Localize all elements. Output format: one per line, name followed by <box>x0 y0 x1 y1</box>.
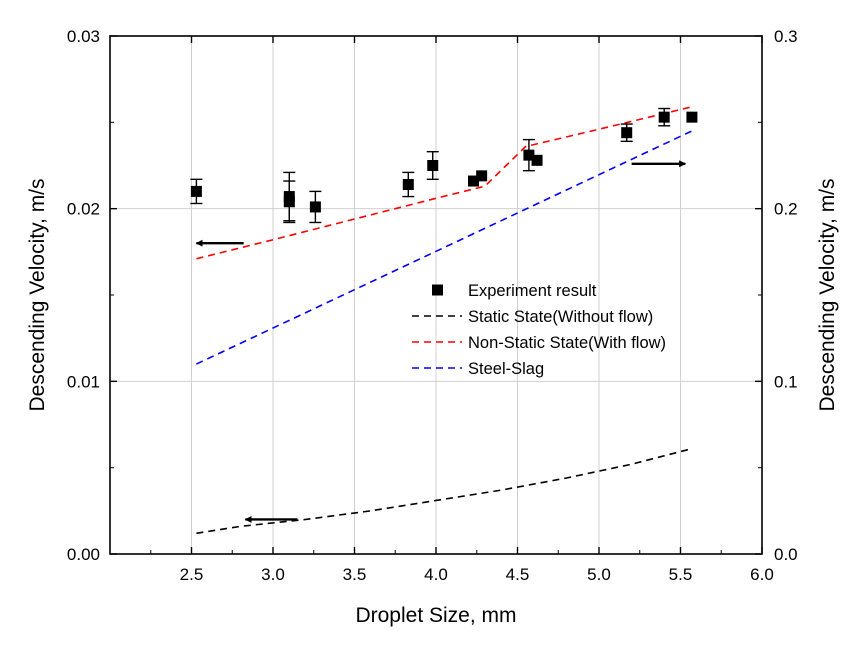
y-left-tick-label: 0.01 <box>67 372 100 391</box>
legend-label: Experiment result <box>468 282 597 300</box>
y-right-tick-label: 0.0 <box>774 545 798 564</box>
x-tick-label: 5.0 <box>587 565 611 584</box>
annotation-layer <box>195 160 687 523</box>
data-point <box>476 170 488 182</box>
legend-label: Static State(Without flow) <box>468 308 653 326</box>
x-axis-title: Droplet Size, mm <box>355 604 516 627</box>
series-layer <box>196 106 693 535</box>
data-point <box>621 127 633 139</box>
legend-label: Steel-Slag <box>468 360 544 378</box>
x-tick-label: 6.0 <box>750 565 774 584</box>
legend-item: Steel-Slag <box>412 360 544 378</box>
y-left-tick-label: 0.00 <box>67 545 100 564</box>
x-tick-label: 4.0 <box>424 565 448 584</box>
data-point <box>402 178 414 190</box>
legend: Experiment result Static State(Without fl… <box>412 282 666 378</box>
ticks-layer: 2.5 3.0 3.5 4.0 4.5 5.0 5.5 6.0 0.00 0.01 0.02 0.03… <box>67 27 798 584</box>
y-axis-right-title: Descending Velocity, m/s <box>816 178 839 411</box>
x-tick-label: 4.5 <box>506 565 530 584</box>
y-right-tick-label: 0.1 <box>774 372 798 391</box>
legend-item: Experiment result <box>432 282 597 300</box>
legend-item: Static State(Without flow) <box>412 308 653 326</box>
series-line-static-state-without-flow <box>196 447 693 535</box>
y-right-tick-label: 0.3 <box>774 27 798 46</box>
data-point <box>467 175 479 187</box>
x-tick-label: 3.5 <box>343 565 367 584</box>
legend-item: Non-Static State(With flow) <box>412 334 666 352</box>
data-point <box>427 160 439 171</box>
y-axis-left-title: Descending Velocity, m/s <box>26 178 49 411</box>
y-right-tick-label: 0.2 <box>774 200 798 219</box>
legend-marker-square <box>432 284 443 296</box>
data-point <box>523 149 535 161</box>
y-left-tick-label: 0.03 <box>67 27 100 46</box>
x-tick-label: 3.0 <box>261 565 285 584</box>
data-point <box>309 201 321 213</box>
data-point <box>283 196 295 208</box>
series-line-steel-slag <box>196 130 693 365</box>
x-tick-label: 2.5 <box>180 565 204 584</box>
grid <box>110 36 762 554</box>
y-left-tick-label: 0.02 <box>67 200 100 219</box>
data-point <box>658 111 670 123</box>
legend-label: Non-Static State(With flow) <box>468 334 666 352</box>
points-layer <box>190 107 698 224</box>
data-point <box>531 154 543 166</box>
x-tick-label: 5.5 <box>669 565 693 584</box>
data-point <box>686 111 698 123</box>
data-point <box>190 185 202 197</box>
